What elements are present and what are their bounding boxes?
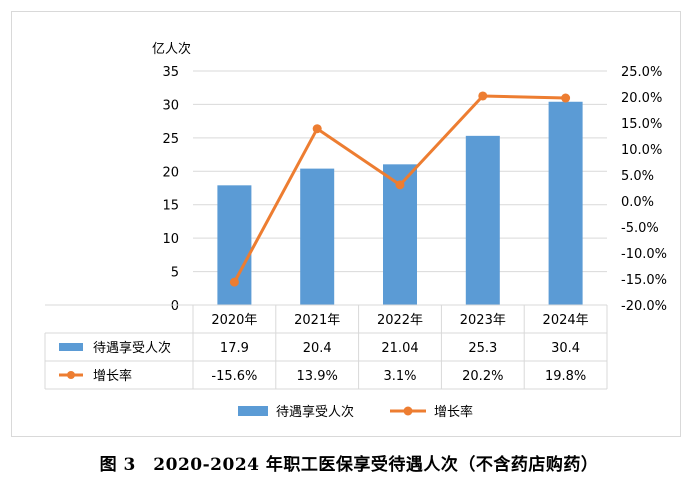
y-unit-label: 亿人次 <box>152 41 191 57</box>
table-cell: -15.6% <box>211 369 257 384</box>
category-label: 2023年 <box>460 313 506 328</box>
category-label: 2024年 <box>543 313 589 328</box>
line-point <box>478 91 488 101</box>
row-header-line: 增长率 <box>93 368 132 384</box>
left-tick-label: 35 <box>162 65 179 80</box>
right-tick-label: 20.0% <box>621 91 662 106</box>
left-tick-label: 20 <box>162 165 179 180</box>
table-cell: 25.3 <box>468 341 497 356</box>
right-tick-label: 5.0% <box>621 169 654 184</box>
table-cell: 3.1% <box>383 369 416 384</box>
legend-key-marker <box>403 406 413 416</box>
legend-label-bars: 待遇享受人次 <box>276 404 354 420</box>
table-cell: 30.4 <box>551 341 580 356</box>
left-tick-label: 25 <box>162 132 179 147</box>
left-tick-label: 0 <box>171 299 179 314</box>
right-tick-label: 25.0% <box>621 65 662 80</box>
bar <box>217 185 252 305</box>
figure-caption: 图 3 2020-2024 年职工医保享受待遇人次（不含药店购药） <box>99 455 599 475</box>
table-cell: 13.9% <box>297 369 338 384</box>
line-point <box>561 93 571 103</box>
chart-svg: 亿人次 0 5 10 15 20 25 30 35 -20.0% -15.0% -10.0% -5.0%… <box>44 41 667 420</box>
right-tick-label: 15.0% <box>621 117 662 132</box>
table-cell: 17.9 <box>220 341 249 356</box>
bar <box>465 135 500 305</box>
table-cell: 21.04 <box>381 341 418 356</box>
line-point <box>395 180 405 190</box>
line-point <box>229 277 239 287</box>
right-tick-label: -10.0% <box>621 247 667 262</box>
left-tick-label: 30 <box>162 98 179 113</box>
legend-label-line: 增长率 <box>434 404 473 420</box>
right-tick-label: 0.0% <box>621 195 654 210</box>
right-tick-label: 10.0% <box>621 143 662 158</box>
category-label: 2022年 <box>377 313 423 328</box>
right-tick-label: -5.0% <box>621 221 659 236</box>
right-tick-label: -20.0% <box>621 299 667 314</box>
category-label: 2020年 <box>211 313 257 328</box>
line-point <box>312 124 322 134</box>
legend-key-bars <box>238 406 268 416</box>
left-tick-label: 15 <box>162 199 179 214</box>
bar <box>300 168 335 305</box>
row-header-bars: 待遇享受人次 <box>93 340 171 356</box>
left-tick-label: 10 <box>162 232 179 247</box>
table-cell: 20.4 <box>303 341 332 356</box>
table-cell: 19.8% <box>545 369 586 384</box>
chart-frame: 亿人次 0 5 10 15 20 25 30 35 -20.0% -15.0% -10.0% -5.0%… <box>11 11 681 437</box>
legend-key-marker <box>67 371 75 379</box>
left-tick-label: 5 <box>171 266 179 281</box>
category-label: 2021年 <box>294 313 340 328</box>
bar <box>548 101 583 305</box>
table-cell: 20.2% <box>462 369 503 384</box>
legend-key-bars <box>59 343 83 351</box>
right-tick-label: -15.0% <box>621 273 667 288</box>
